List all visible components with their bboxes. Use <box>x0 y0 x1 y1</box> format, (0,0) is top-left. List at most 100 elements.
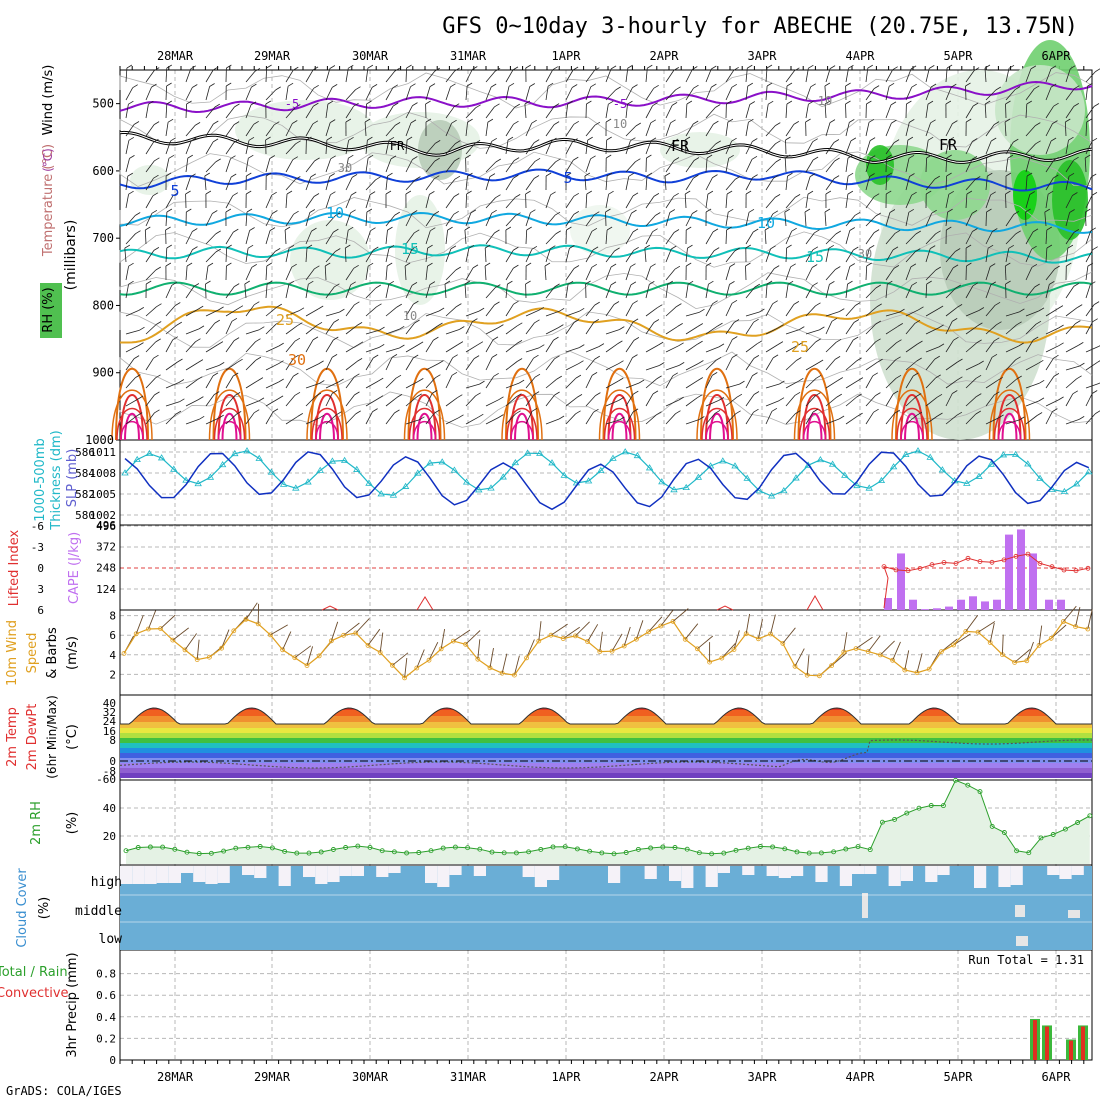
wind-barb-flag <box>974 176 981 180</box>
wind-barb-flag <box>507 280 513 285</box>
wind-barb <box>125 345 139 353</box>
wind-barb-flag <box>995 86 1002 91</box>
wind-barb <box>805 305 816 317</box>
wind-barb <box>305 105 314 119</box>
wind-barb <box>925 213 933 227</box>
wind-barb-flag <box>708 280 714 285</box>
wind-barb <box>225 142 235 155</box>
wind-barb-flag <box>856 357 862 362</box>
wind-barb <box>705 400 719 407</box>
wind-barb-flag <box>698 360 704 364</box>
lowlevel-temp-loop <box>221 412 238 441</box>
wind-barb-flag <box>892 390 899 395</box>
wind-barb <box>445 178 456 191</box>
wind-speed-marker <box>231 628 237 634</box>
wind-barb-flag <box>467 172 473 177</box>
contour-label: 30 <box>858 247 872 261</box>
wind-barb <box>805 159 814 173</box>
wind-barb-flag <box>705 262 712 267</box>
wind-barb-flag <box>935 374 941 379</box>
contour-label: FR <box>390 139 405 153</box>
wind-barb <box>885 142 895 155</box>
wind-barb-flag <box>812 138 818 143</box>
wind-barb <box>464 229 467 245</box>
wind-barb-flag <box>434 140 441 144</box>
wind-barb-flag <box>1004 118 1011 123</box>
wind-barb <box>285 310 300 317</box>
wind-barb-flag <box>170 137 176 142</box>
wind-barb <box>1005 193 1007 209</box>
wind-barb-10m <box>196 639 200 660</box>
wind-barb-flag <box>275 86 281 91</box>
wind-barb <box>725 141 732 155</box>
wind-barb <box>665 105 673 119</box>
axes-layer <box>116 66 1093 1064</box>
wind-barb <box>525 347 540 353</box>
wind-barb-flag <box>429 281 436 285</box>
wind-barb <box>585 375 593 389</box>
wind-barb <box>545 310 560 317</box>
wind-barb <box>425 194 430 209</box>
lowlevel-temp-loop <box>797 368 832 441</box>
wind-barb-flag <box>145 226 151 231</box>
wind-barb-flag <box>786 82 793 87</box>
wind-barb <box>525 142 535 155</box>
cloud-gap-high <box>791 866 804 876</box>
wind-barb <box>925 178 936 191</box>
wind-barb <box>365 211 368 227</box>
wind-barb-flag <box>752 228 759 233</box>
wind-barb-flag <box>715 140 721 145</box>
wind-barb-flag <box>248 154 254 159</box>
wind-speed-line <box>123 618 1088 679</box>
wind-barb-flag <box>245 190 252 195</box>
wind-barb <box>285 325 298 335</box>
wind-barb-flag <box>994 337 1000 342</box>
cloud-gap-high <box>473 866 486 876</box>
wind-barb-flag <box>237 358 243 363</box>
wind-barb <box>965 310 980 317</box>
wind-barb-flag <box>406 136 413 141</box>
cloud-gap-high <box>937 866 950 875</box>
wind-barb-flag <box>734 176 741 180</box>
wind-barb <box>145 160 155 173</box>
wind-barb <box>765 327 779 335</box>
wind-barb-flag <box>288 280 295 285</box>
wind-barb-flag <box>753 391 760 395</box>
wind-barb-flag <box>375 284 382 289</box>
wind-barb <box>365 329 380 335</box>
wind-barb <box>185 362 199 371</box>
wind-barb <box>365 179 376 191</box>
rh-shade <box>235 100 375 160</box>
wind-barb <box>825 284 830 299</box>
wind-barb <box>125 233 136 245</box>
wind-barb-flag <box>929 65 935 69</box>
wind-barb-flag <box>908 154 915 159</box>
wind-barb <box>245 71 256 83</box>
wind-barb <box>125 415 138 425</box>
wind-barb <box>225 231 234 245</box>
wind-barb <box>1045 123 1053 137</box>
wind-barb <box>945 379 958 389</box>
temp-contour-15 <box>119 244 1093 264</box>
wind-barb-flag <box>451 119 457 124</box>
wind-barb <box>1065 140 1069 155</box>
wind-barb <box>725 322 735 335</box>
wind-barb <box>845 380 859 389</box>
wind-barb-flag <box>635 158 641 163</box>
temp-band <box>120 773 1092 778</box>
wind-barb-flag <box>453 193 460 197</box>
wind-barb-flag <box>875 284 882 289</box>
wind-barb-flag <box>444 280 451 285</box>
wind-barb-10m <box>843 632 848 653</box>
wind-barb-flag <box>573 156 579 161</box>
wind-barb-flag <box>678 396 684 401</box>
wind-barb-flag <box>207 262 214 267</box>
wind-barb-flag <box>734 247 740 252</box>
wind-barb-flag <box>845 82 851 87</box>
wind-barb-flag <box>598 343 605 347</box>
wind-barb-flag <box>552 66 559 71</box>
wind-barb <box>185 103 187 119</box>
wind-barb-flag <box>387 226 393 231</box>
wind-barb <box>385 125 396 137</box>
rh-tick: 40 <box>103 802 116 815</box>
